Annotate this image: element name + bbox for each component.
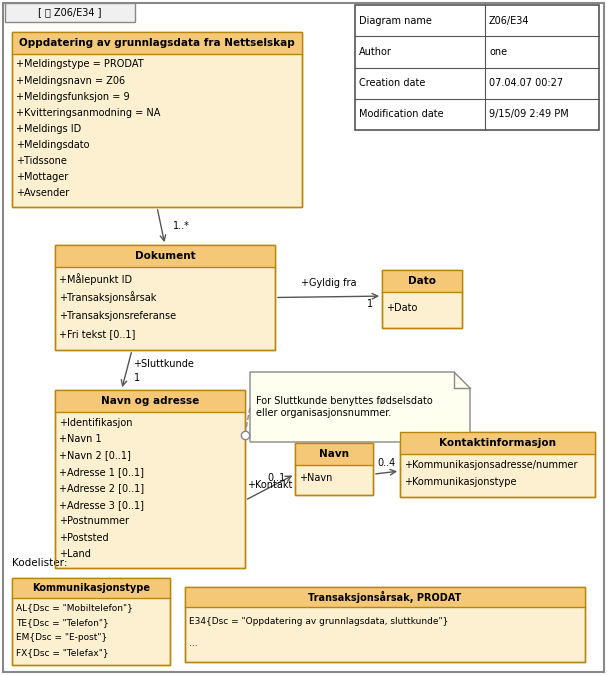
Bar (12, 578, 170, 665)
Bar (400, 432, 595, 454)
Bar (295, 443, 373, 495)
Bar (295, 443, 373, 495)
Text: 0..1: 0..1 (268, 473, 286, 483)
Bar (400, 432, 595, 497)
Text: AL{Dsc = "Mobiltelefon"}: AL{Dsc = "Mobiltelefon"} (16, 603, 133, 612)
Bar (400, 432, 595, 497)
Text: TE{Dsc = "Telefon"}: TE{Dsc = "Telefon"} (16, 618, 109, 627)
Text: +Meldingsdato: +Meldingsdato (16, 140, 89, 150)
Bar (5, 3, 135, 22)
Text: 1: 1 (134, 373, 140, 383)
Text: +Meldingsnavn = Z06: +Meldingsnavn = Z06 (16, 76, 125, 86)
Bar (55, 245, 275, 350)
Text: +Meldings ID: +Meldings ID (16, 124, 81, 134)
Bar (382, 270, 462, 328)
Text: [ 小 Z06/E34 ]: [ 小 Z06/E34 ] (38, 7, 102, 18)
Text: Z06/E34: Z06/E34 (489, 16, 529, 26)
Text: Transaksjonsårsak, PRODAT: Transaksjonsårsak, PRODAT (308, 591, 462, 603)
Bar (12, 578, 170, 665)
Text: +Postnummer: +Postnummer (59, 516, 129, 526)
Text: +Kvitteringsanmodning = NA: +Kvitteringsanmodning = NA (16, 108, 160, 117)
Bar (55, 245, 275, 267)
Text: Oppdatering av grunnlagsdata fra Nettselskap: Oppdatering av grunnlagsdata fra Nettsel… (19, 38, 295, 48)
Bar (382, 270, 462, 292)
Polygon shape (250, 372, 470, 442)
Text: 9/15/09 2:49 PM: 9/15/09 2:49 PM (489, 109, 569, 119)
Text: Kontaktinformasjon: Kontaktinformasjon (439, 438, 556, 448)
Bar (382, 270, 462, 328)
Bar (55, 245, 275, 350)
Text: +Meldingstype = PRODAT: +Meldingstype = PRODAT (16, 59, 144, 70)
Text: Diagram name: Diagram name (359, 16, 432, 26)
Text: 1..*: 1..* (173, 221, 190, 231)
Text: +Fri tekst [0..1]: +Fri tekst [0..1] (59, 329, 135, 340)
Text: +Identifikasjon: +Identifikasjon (59, 418, 132, 428)
Text: Navn: Navn (319, 449, 349, 459)
Text: +Kommunikasjonstype: +Kommunikasjonstype (404, 477, 517, 487)
Bar (185, 587, 585, 662)
Text: Navn og adresse: Navn og adresse (101, 396, 199, 406)
Text: 07.04.07 00:27: 07.04.07 00:27 (489, 78, 563, 88)
Text: Creation date: Creation date (359, 78, 426, 88)
Text: +Sluttkunde: +Sluttkunde (134, 359, 194, 369)
Bar (55, 390, 245, 568)
Bar (185, 587, 585, 662)
Text: Author: Author (359, 47, 392, 57)
Text: +Transaksjonsårsak: +Transaksjonsårsak (59, 292, 157, 303)
Text: +Tidssone: +Tidssone (16, 156, 67, 166)
Bar (12, 32, 302, 54)
Text: 1: 1 (367, 299, 373, 309)
Text: Modification date: Modification date (359, 109, 444, 119)
Text: Dato: Dato (408, 276, 436, 286)
Text: Kodelister:: Kodelister: (12, 558, 67, 568)
Text: +Gyldig fra: +Gyldig fra (300, 277, 356, 288)
Bar (12, 32, 302, 207)
Text: +Kommunikasjonsadresse/nummer: +Kommunikasjonsadresse/nummer (404, 460, 577, 470)
Bar (55, 390, 245, 412)
Text: +Målepunkt ID: +Målepunkt ID (59, 273, 132, 285)
Bar (12, 578, 170, 598)
Text: +Meldingsfunksjon = 9: +Meldingsfunksjon = 9 (16, 92, 130, 102)
Bar (12, 32, 302, 207)
Text: +Adresse 1 [0..1]: +Adresse 1 [0..1] (59, 467, 144, 477)
Text: +Adresse 3 [0..1]: +Adresse 3 [0..1] (59, 500, 144, 510)
Bar (295, 443, 373, 465)
Text: FX{Dsc = "Telefax"}: FX{Dsc = "Telefax"} (16, 648, 109, 657)
Text: +Transaksjonsreferanse: +Transaksjonsreferanse (59, 311, 176, 321)
Bar (55, 390, 245, 568)
Text: +Dato: +Dato (386, 302, 418, 313)
Text: EM{Dsc = "E-post"}: EM{Dsc = "E-post"} (16, 633, 107, 642)
Text: +Navn: +Navn (299, 473, 333, 483)
Bar (185, 587, 585, 607)
Bar (355, 5, 599, 130)
Text: +Kontakt: +Kontakt (247, 481, 293, 490)
Text: +Navn 1: +Navn 1 (59, 434, 101, 444)
Text: Dokument: Dokument (135, 251, 195, 261)
Text: Kommunikasjonstype: Kommunikasjonstype (32, 583, 150, 593)
Text: +Navn 2 [0..1]: +Navn 2 [0..1] (59, 450, 131, 460)
Text: one: one (489, 47, 507, 57)
Text: +Land: +Land (59, 549, 91, 559)
Text: E34{Dsc = "Oppdatering av grunnlagsdata, sluttkunde"}: E34{Dsc = "Oppdatering av grunnlagsdata,… (189, 617, 449, 626)
Text: For Sluttkunde benyttes fødselsdato
eller organisasjonsnummer.: For Sluttkunde benyttes fødselsdato elle… (256, 396, 433, 418)
Text: +Adresse 2 [0..1]: +Adresse 2 [0..1] (59, 483, 144, 493)
Text: 0..4: 0..4 (378, 458, 396, 468)
Text: +Mottager: +Mottager (16, 172, 68, 182)
Text: +Avsender: +Avsender (16, 188, 69, 198)
Text: +Poststed: +Poststed (59, 533, 109, 543)
Text: ...: ... (189, 639, 198, 648)
